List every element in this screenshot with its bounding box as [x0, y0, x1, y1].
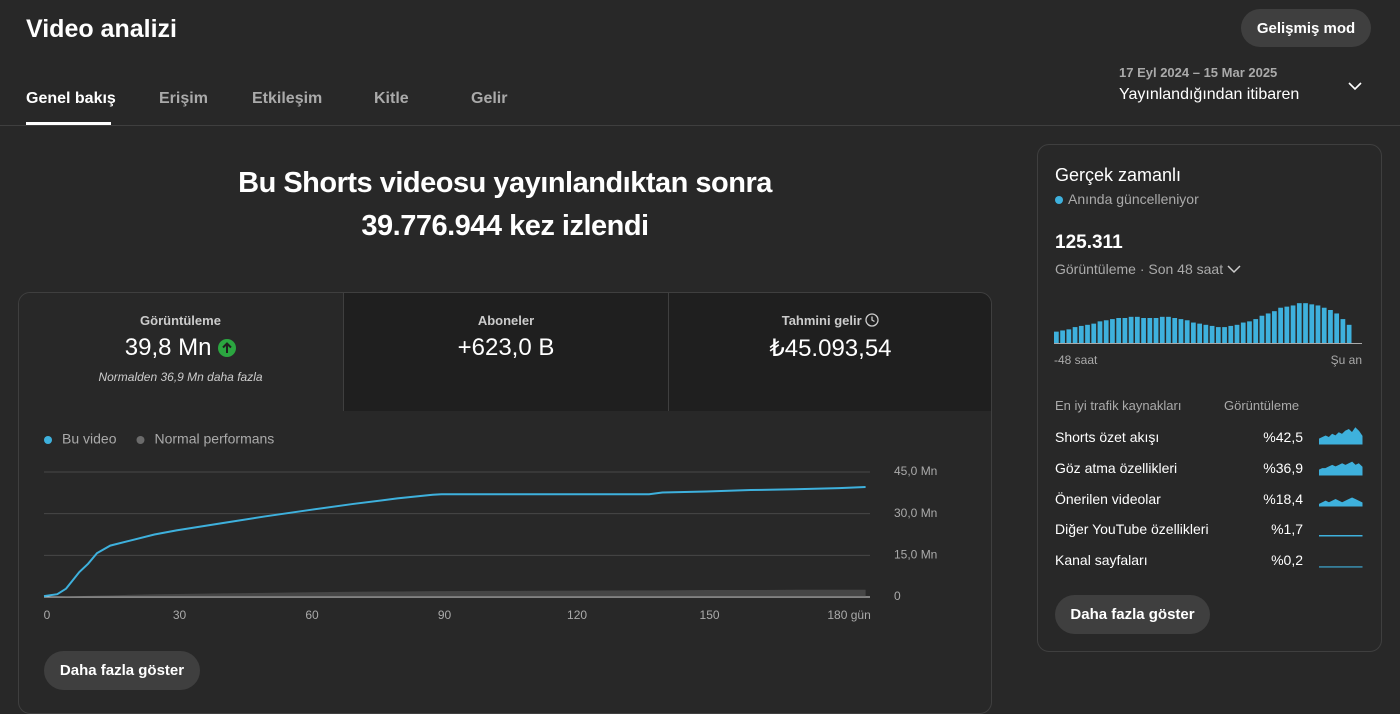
bar	[1334, 313, 1339, 343]
bar	[1322, 308, 1327, 343]
date-range-label[interactable]: Yayınlandığından itibaren	[1119, 86, 1299, 104]
y-tick-label: 30,0 Mn	[894, 506, 937, 520]
bar	[1216, 327, 1221, 343]
x-tick-label: 180 gün	[827, 608, 870, 622]
x-axis-label: Şu an	[1331, 353, 1362, 367]
bar	[1228, 326, 1233, 343]
bar	[1272, 311, 1277, 343]
x-axis-label: -48 saat	[1054, 353, 1098, 367]
realtime-card: Gerçek zamanlı Anında güncelleniyor 125.…	[1037, 144, 1382, 652]
bar	[1328, 310, 1333, 343]
bar	[1235, 325, 1240, 343]
bar	[1260, 316, 1265, 343]
bar	[1197, 324, 1202, 343]
y-tick-label: 0	[894, 589, 901, 603]
source-share: %42,5	[1263, 429, 1303, 445]
bar	[1073, 327, 1078, 343]
bar	[1291, 305, 1296, 343]
bar	[1278, 308, 1283, 343]
source-name: Diğer YouTube özellikleri	[1055, 521, 1209, 537]
bar	[1222, 327, 1227, 343]
bar	[1253, 319, 1258, 343]
realtime-chart: -48 saat Şu an	[1040, 290, 1375, 380]
x-tick-label: 60	[305, 608, 319, 622]
bar	[1060, 330, 1065, 343]
x-tick-label: 90	[438, 608, 452, 622]
source-share: %36,9	[1263, 460, 1303, 476]
bar	[1341, 319, 1346, 343]
bar	[1160, 317, 1165, 343]
bar	[1085, 325, 1090, 343]
bar	[1179, 319, 1184, 343]
x-tick-label: 120	[567, 608, 587, 622]
bar	[1185, 320, 1190, 343]
show-more-button[interactable]: Daha fazla göster	[1055, 595, 1210, 634]
date-range: 17 Eyl 2024 – 15 Mar 2025	[1119, 65, 1277, 80]
source-sparkline	[1319, 457, 1363, 477]
bar	[1098, 321, 1103, 343]
x-tick-label: 0	[44, 608, 51, 622]
bar	[1297, 303, 1302, 343]
bar	[1091, 324, 1096, 343]
bar	[1104, 320, 1109, 343]
x-tick-label: 150	[700, 608, 720, 622]
bar	[1204, 325, 1209, 343]
bar	[1241, 323, 1246, 343]
bar	[1154, 318, 1159, 343]
source-share: %18,4	[1263, 491, 1303, 507]
bar	[1135, 317, 1140, 343]
source-name: Shorts özet akışı	[1055, 429, 1159, 445]
source-share: %1,7	[1271, 521, 1303, 537]
bar	[1316, 305, 1321, 343]
bar	[1284, 307, 1289, 343]
advanced-mode-button[interactable]: Gelişmiş mod	[1241, 9, 1371, 47]
views-chart: Bu video Normal performans 0 15,0 Mn 30,0 Mn…	[0, 0, 1000, 700]
bar	[1191, 323, 1196, 343]
bar	[1347, 325, 1352, 343]
bar	[1123, 318, 1128, 343]
bar	[1266, 313, 1271, 343]
legend-marker	[44, 436, 52, 444]
bar	[1141, 318, 1146, 343]
bar	[1110, 319, 1115, 343]
series-line	[44, 487, 866, 596]
bar	[1166, 317, 1171, 343]
show-more-button[interactable]: Daha fazla göster	[44, 651, 200, 690]
source-name: Kanal sayfaları	[1055, 552, 1148, 568]
bar	[1066, 329, 1071, 343]
source-name: Önerilen videolar	[1055, 491, 1161, 507]
sparkline-area	[1319, 462, 1362, 475]
dropdown-icon[interactable]	[1347, 79, 1363, 93]
bar	[1147, 318, 1152, 343]
legend-marker	[136, 436, 144, 444]
bar	[1303, 303, 1308, 343]
source-share: %0,2	[1271, 552, 1303, 568]
x-tick-label: 30	[173, 608, 187, 622]
y-tick-label: 15,0 Mn	[894, 548, 937, 562]
source-sparkline	[1319, 549, 1363, 569]
sparkline-area	[1319, 428, 1362, 444]
bar	[1129, 317, 1134, 343]
sources-list: Shorts özet akışı %42,5 Göz atma özellikle…	[1055, 145, 1365, 645]
y-tick-label: 45,0 Mn	[894, 464, 937, 478]
bar	[1309, 304, 1314, 343]
bar	[1079, 326, 1084, 343]
bar	[1172, 318, 1177, 343]
legend-label: Bu video	[62, 431, 117, 447]
source-sparkline	[1319, 426, 1363, 446]
source-sparkline	[1319, 518, 1363, 538]
bar	[1054, 332, 1059, 343]
bar	[1247, 321, 1252, 343]
bar	[1116, 318, 1121, 343]
sparkline-area	[1319, 498, 1362, 506]
legend-label: Normal performans	[154, 431, 274, 447]
bar	[1210, 326, 1215, 343]
series-area	[44, 590, 866, 597]
source-name: Göz atma özellikleri	[1055, 460, 1177, 476]
source-sparkline	[1319, 488, 1363, 508]
